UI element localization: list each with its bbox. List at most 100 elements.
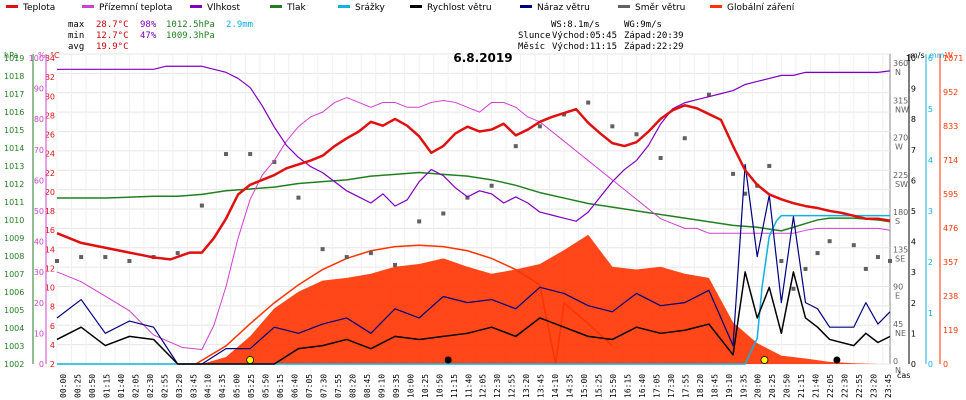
time-tick: 03:20 xyxy=(175,374,184,398)
degc-tick: 32 xyxy=(45,73,55,82)
w-tick: 595 xyxy=(943,190,958,199)
dir-deg-tick: 360 xyxy=(893,59,908,68)
wind-direction-point xyxy=(320,247,325,252)
time-tick: 05:50 xyxy=(262,374,271,398)
stats-min-label: min xyxy=(68,31,84,41)
dir-name-tick: N xyxy=(895,366,901,375)
legend-label: Tlak xyxy=(286,3,307,13)
hpa-tick: 1017 xyxy=(4,90,24,99)
mm-tick: 1 xyxy=(928,309,933,318)
time-tick: 13:45 xyxy=(537,374,546,398)
wind-direction-point xyxy=(489,183,494,188)
time-tick: 20:00 xyxy=(754,374,763,398)
time-tick: 17:30 xyxy=(667,374,676,398)
time-tick: 10:00 xyxy=(406,374,415,398)
dir-name-tick: W xyxy=(895,143,903,152)
degc-tick: 6 xyxy=(50,322,55,331)
wind-direction-point xyxy=(634,132,639,137)
info-wg: WG:9m/s xyxy=(624,20,662,30)
time-tick: 22:55 xyxy=(855,374,864,398)
time-tick: 18:45 xyxy=(710,374,719,398)
wind-direction-point xyxy=(888,259,892,264)
mm-tick: 5 xyxy=(928,105,933,114)
degc-tick: 22 xyxy=(45,169,55,178)
degc-tick: 10 xyxy=(45,284,55,293)
stats-max-temp: 28.7°C xyxy=(96,20,129,30)
wind-speed-line xyxy=(56,271,891,365)
stats-min-temp: 12.7°C xyxy=(96,31,129,41)
mm-tick: 6 xyxy=(928,54,933,63)
w-tick: 357 xyxy=(943,258,958,267)
pct-tick: 20 xyxy=(34,299,44,308)
hpa-tick: 1018 xyxy=(4,72,24,81)
legend-label: Teplota xyxy=(22,3,55,13)
degc-tick: 18 xyxy=(45,207,55,216)
time-tick: 09:35 xyxy=(392,374,401,398)
wind-direction-point xyxy=(393,262,398,267)
time-tick: 02:05 xyxy=(131,374,140,398)
legend-label: Vlhkost xyxy=(207,3,240,13)
time-tick: 08:20 xyxy=(348,374,357,398)
pct-tick: 60 xyxy=(34,176,44,185)
wind-direction-point xyxy=(224,152,229,157)
pct-tick: 90 xyxy=(34,85,44,94)
wind-direction-point xyxy=(465,195,470,200)
dir-deg-tick: 135 xyxy=(893,245,908,254)
degc-tick: 16 xyxy=(45,226,55,235)
mm-tick: 3 xyxy=(928,207,933,216)
dir-deg-tick: 270 xyxy=(893,134,908,143)
dir-deg-tick: 225 xyxy=(893,171,908,180)
hpa-tick: 1013 xyxy=(4,162,24,171)
time-tick: 05:25 xyxy=(247,374,256,398)
info-ws: WS:8.1m/s xyxy=(551,20,600,30)
time-tick: 01:40 xyxy=(117,374,126,398)
w-tick: 952 xyxy=(943,88,958,97)
radiation-area xyxy=(57,234,890,364)
wind-direction-point xyxy=(248,152,253,157)
wind-direction-point xyxy=(803,266,808,271)
legend-swatch xyxy=(338,5,350,8)
wind-direction-point xyxy=(55,259,59,264)
dir-name-tick: E xyxy=(895,292,900,301)
ms-tick: 9 xyxy=(911,85,916,94)
hpa-tick: 1019 xyxy=(4,54,24,63)
time-tick: 12:05 xyxy=(479,374,488,398)
ms-tick: 8 xyxy=(911,115,916,124)
wind-direction-point xyxy=(731,171,736,176)
w-unit: W xyxy=(945,51,953,60)
axes-group: 1019101810171016101510141013101210111010… xyxy=(4,54,963,375)
legend-swatch xyxy=(520,5,532,8)
info-slunce-zapad: Západ:20:39 xyxy=(624,31,684,41)
pct-tick: 10 xyxy=(34,329,44,338)
ms-tick: 7 xyxy=(911,146,916,155)
time-tick: 00:25 xyxy=(73,374,82,398)
dir-name-tick: SE xyxy=(895,254,905,263)
wind-direction-point xyxy=(537,124,542,129)
legend-swatch xyxy=(710,5,722,8)
time-tick: 00:00 xyxy=(59,374,68,398)
time-tick: 23:45 xyxy=(884,374,893,398)
wind-direction-point xyxy=(827,239,832,244)
dir-name-tick: NE xyxy=(895,329,906,338)
time-tick: 11:40 xyxy=(464,374,473,398)
ms-tick: 1 xyxy=(911,329,916,338)
time-tick: 20:25 xyxy=(768,374,777,398)
time-tick: 04:10 xyxy=(204,374,213,398)
time-tick: 22:05 xyxy=(826,374,835,398)
time-tick: 01:15 xyxy=(102,374,111,398)
info-slunce-vychod: Východ:05:45 xyxy=(552,31,617,41)
time-tick: 22:30 xyxy=(841,374,850,398)
ms-tick: 2 xyxy=(911,299,916,308)
time-tick: 19:10 xyxy=(725,374,734,398)
mm-tick: 2 xyxy=(928,258,933,267)
time-tick: 10:50 xyxy=(435,374,444,398)
hpa-tick: 1006 xyxy=(4,288,24,297)
ms-tick: 6 xyxy=(911,176,916,185)
time-tick: 10:25 xyxy=(421,374,430,398)
wind-direction-point xyxy=(199,203,204,208)
time-tick: 12:30 xyxy=(493,374,502,398)
stats-max-hum: 98% xyxy=(140,20,157,30)
hpa-tick: 1016 xyxy=(4,108,24,117)
legend-label: Náraz větru xyxy=(537,3,590,13)
